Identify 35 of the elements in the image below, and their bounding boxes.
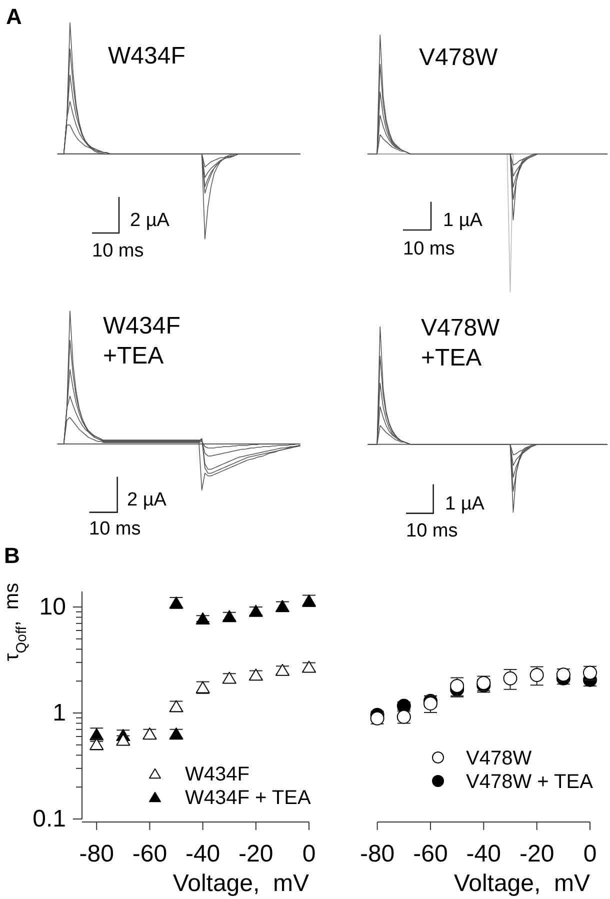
x-tick-label: -60 (132, 840, 168, 868)
text: 10 ms (406, 520, 458, 542)
x-tick-label: 0 (302, 840, 316, 868)
chart-title: W434F (103, 312, 180, 340)
text: 10 ms (92, 240, 144, 262)
text: +TEA (103, 342, 164, 370)
y-tick-label: 10 (39, 594, 66, 621)
x-tick-label: -60 (413, 840, 448, 868)
x-axis-title: Voltage, mV (172, 870, 309, 897)
text: W434F (108, 42, 186, 70)
legend-label: W434F + TEA (185, 787, 312, 809)
text: B (4, 543, 20, 568)
x-axis-title: Voltage, mV (454, 870, 590, 897)
legend-label: V478W (466, 748, 532, 770)
y-tick-label: 0.1 (32, 806, 66, 833)
x-tick-label: -40 (185, 840, 220, 868)
chart-title: V478W (419, 44, 498, 71)
chart-title: V478W (421, 314, 500, 342)
y-tick-label: 1 (52, 700, 66, 727)
x-tick-label: -40 (466, 840, 501, 868)
text: 10 ms (89, 518, 141, 540)
text: +TEA (421, 344, 482, 372)
x-tick-label: 0 (583, 840, 597, 868)
x-tick-label: -80 (360, 840, 395, 868)
x-tick-label: -80 (79, 840, 114, 868)
legend-label: W434F (185, 764, 250, 786)
annotation: 1 µA (445, 494, 485, 514)
x-tick-label: -20 (238, 840, 274, 868)
annotation: 2 µA (130, 210, 170, 231)
text: A (6, 4, 22, 29)
x-tick-label: -20 (519, 840, 554, 868)
legend-label: V478W + TEA (466, 771, 594, 793)
annotation: 10 ms (403, 238, 455, 260)
annotation: 2 µA (127, 490, 167, 510)
annotation: 1 µA (443, 210, 483, 231)
